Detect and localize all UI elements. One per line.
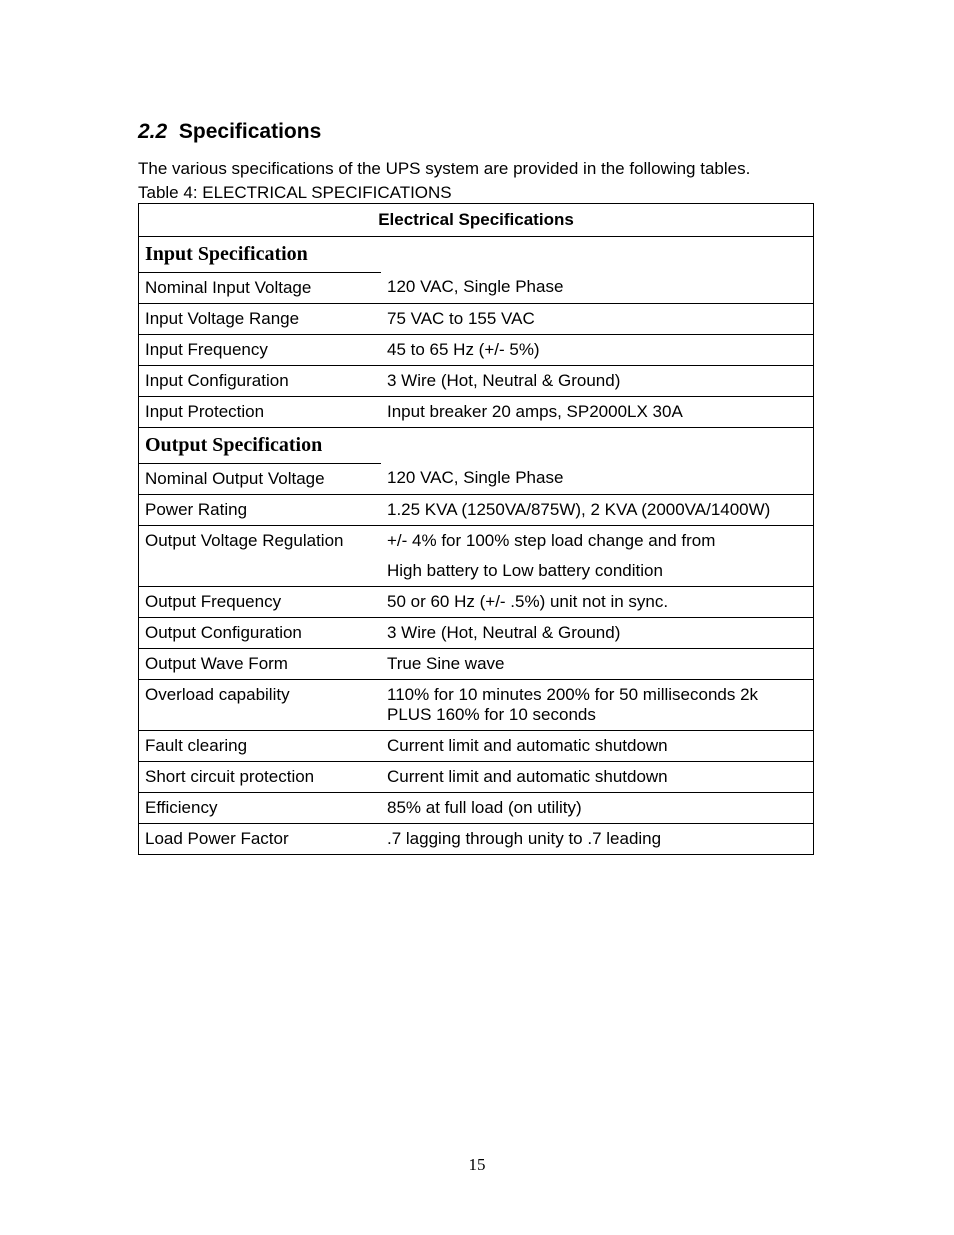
section-header-spacer — [381, 236, 814, 272]
section-header-row: Input Specification — [139, 236, 814, 272]
spec-label: Input Configuration — [139, 365, 382, 396]
spec-value: .7 lagging through unity to .7 leading — [381, 823, 814, 854]
page-number: 15 — [0, 1155, 954, 1175]
spec-label: Power Rating — [139, 494, 382, 525]
section-header-spacer — [381, 427, 814, 463]
table-row: Short circuit protection Current limit a… — [139, 761, 814, 792]
table-row: Power Rating 1.25 KVA (1250VA/875W), 2 K… — [139, 494, 814, 525]
spec-label: Output Voltage Regulation — [139, 525, 382, 556]
table-row: Output Wave Form True Sine wave — [139, 648, 814, 679]
spec-label: Input Frequency — [139, 334, 382, 365]
spec-label: Input Protection — [139, 396, 382, 427]
spec-table: Electrical Specifications Input Specific… — [138, 203, 814, 855]
output-section-header: Output Specification — [139, 427, 382, 463]
spec-value: 3 Wire (Hot, Neutral & Ground) — [381, 365, 814, 396]
table-row: Load Power Factor .7 lagging through uni… — [139, 823, 814, 854]
spec-value: Current limit and automatic shutdown — [381, 761, 814, 792]
spec-value: 45 to 65 Hz (+/- 5%) — [381, 334, 814, 365]
table-row: Input Frequency 45 to 65 Hz (+/- 5%) — [139, 334, 814, 365]
spec-label: Output Frequency — [139, 586, 382, 617]
spec-value: 1.25 KVA (1250VA/875W), 2 KVA (2000VA/14… — [381, 494, 814, 525]
spec-label: Efficiency — [139, 792, 382, 823]
spec-label: Load Power Factor — [139, 823, 382, 854]
section-header-row: Output Specification — [139, 427, 814, 463]
table-row: Input Voltage Range 75 VAC to 155 VAC — [139, 303, 814, 334]
table-row: Input Configuration 3 Wire (Hot, Neutral… — [139, 365, 814, 396]
table-row: Nominal Input Voltage 120 VAC, Single Ph… — [139, 272, 814, 303]
spec-label: Output Configuration — [139, 617, 382, 648]
spec-value: 3 Wire (Hot, Neutral & Ground) — [381, 617, 814, 648]
spec-label — [139, 556, 382, 587]
table-row: Efficiency 85% at full load (on utility) — [139, 792, 814, 823]
spec-label: Short circuit protection — [139, 761, 382, 792]
spec-value: 120 VAC, Single Phase — [381, 272, 814, 303]
spec-value: +/- 4% for 100% step load change and fro… — [381, 525, 814, 556]
table-row: Input Protection Input breaker 20 amps, … — [139, 396, 814, 427]
section-heading: 2.2 Specifications — [138, 120, 814, 144]
table-row: Output Frequency 50 or 60 Hz (+/- .5%) u… — [139, 586, 814, 617]
spec-label: Nominal Input Voltage — [139, 272, 382, 303]
document-page: 2.2 Specifications The various specifica… — [0, 0, 954, 1235]
spec-value: True Sine wave — [381, 648, 814, 679]
spec-label: Nominal Output Voltage — [139, 463, 382, 494]
table-row: Output Voltage Regulation +/- 4% for 100… — [139, 525, 814, 556]
table-row: Fault clearing Current limit and automat… — [139, 730, 814, 761]
section-number: 2.2 — [138, 120, 167, 143]
table-row: Output Configuration 3 Wire (Hot, Neutra… — [139, 617, 814, 648]
spec-value: High battery to Low battery condition — [381, 556, 814, 587]
spec-value: Current limit and automatic shutdown — [381, 730, 814, 761]
intro-text: The various specifications of the UPS sy… — [138, 158, 814, 181]
spec-label: Input Voltage Range — [139, 303, 382, 334]
table-row: Nominal Output Voltage 120 VAC, Single P… — [139, 463, 814, 494]
table-caption: Table 4: ELECTRICAL SPECIFICATIONS — [138, 183, 814, 203]
table-title-row: Electrical Specifications — [139, 203, 814, 236]
spec-label: Fault clearing — [139, 730, 382, 761]
spec-value: 50 or 60 Hz (+/- .5%) unit not in sync. — [381, 586, 814, 617]
input-section-header: Input Specification — [139, 236, 382, 272]
spec-value: Input breaker 20 amps, SP2000LX 30A — [381, 396, 814, 427]
table-row: Overload capability 110% for 10 minutes … — [139, 679, 814, 730]
spec-value: 85% at full load (on utility) — [381, 792, 814, 823]
spec-value: 75 VAC to 155 VAC — [381, 303, 814, 334]
table-row-continuation: High battery to Low battery condition — [139, 556, 814, 587]
spec-value: 120 VAC, Single Phase — [381, 463, 814, 494]
spec-label: Output Wave Form — [139, 648, 382, 679]
table-title: Electrical Specifications — [139, 203, 814, 236]
section-title: Specifications — [179, 120, 321, 143]
spec-label: Overload capability — [139, 679, 382, 730]
spec-value: 110% for 10 minutes 200% for 50 millisec… — [381, 679, 814, 730]
